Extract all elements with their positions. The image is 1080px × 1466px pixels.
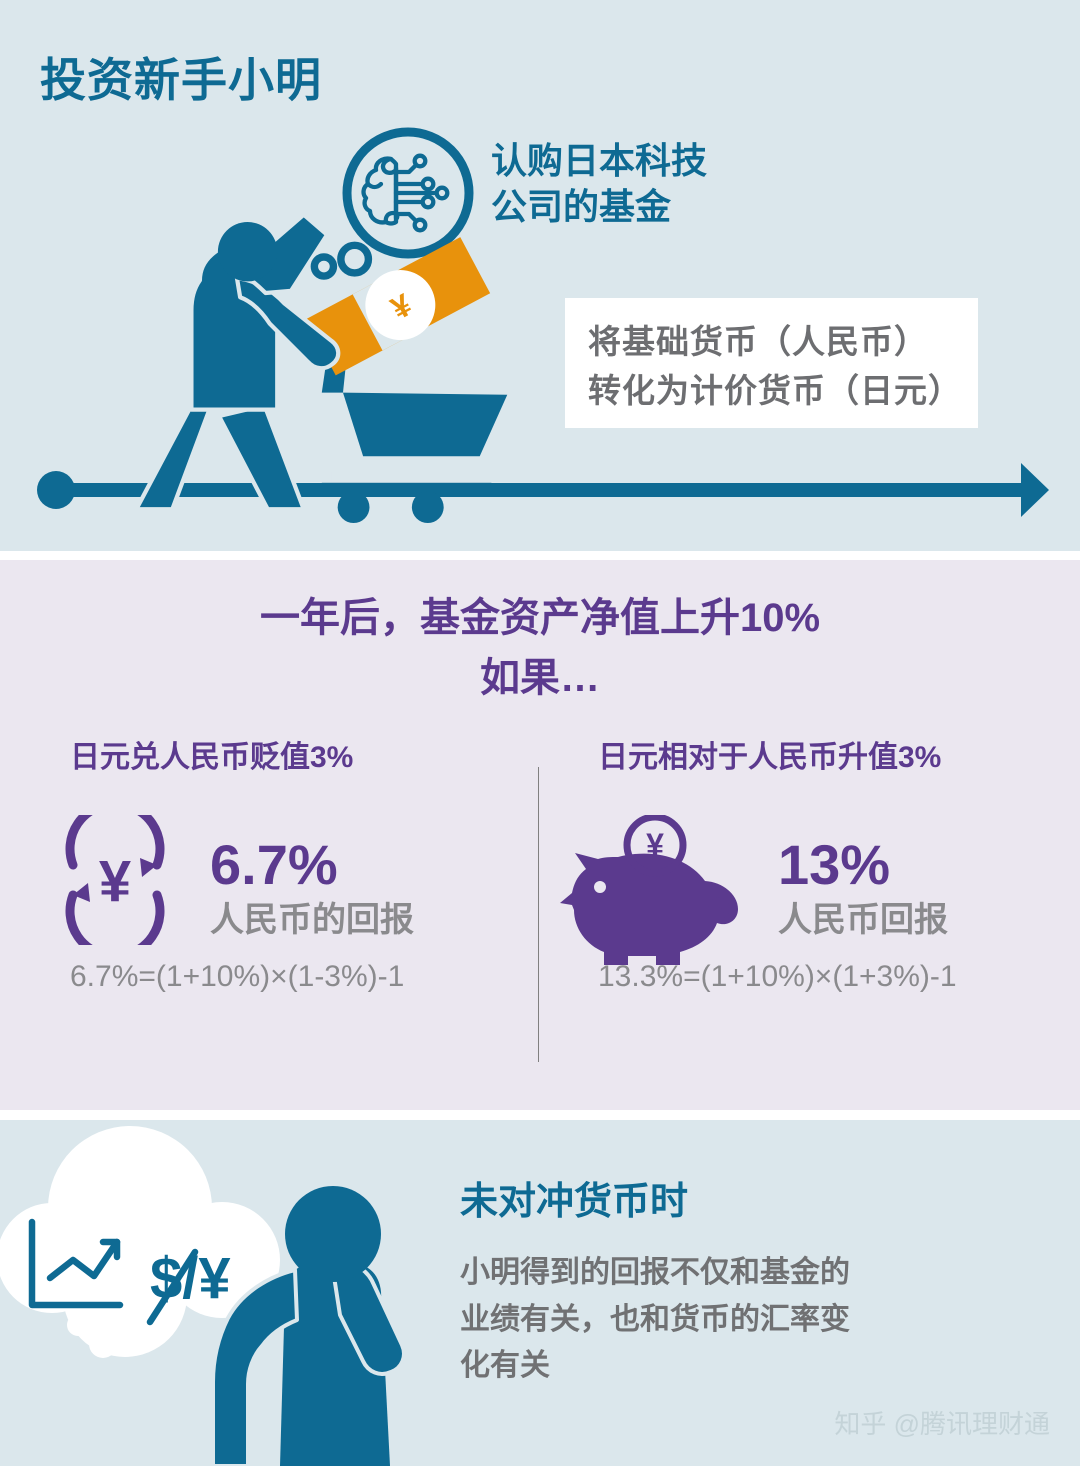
svg-text:¥: ¥ bbox=[99, 849, 131, 914]
svg-text:¥: ¥ bbox=[646, 827, 664, 863]
